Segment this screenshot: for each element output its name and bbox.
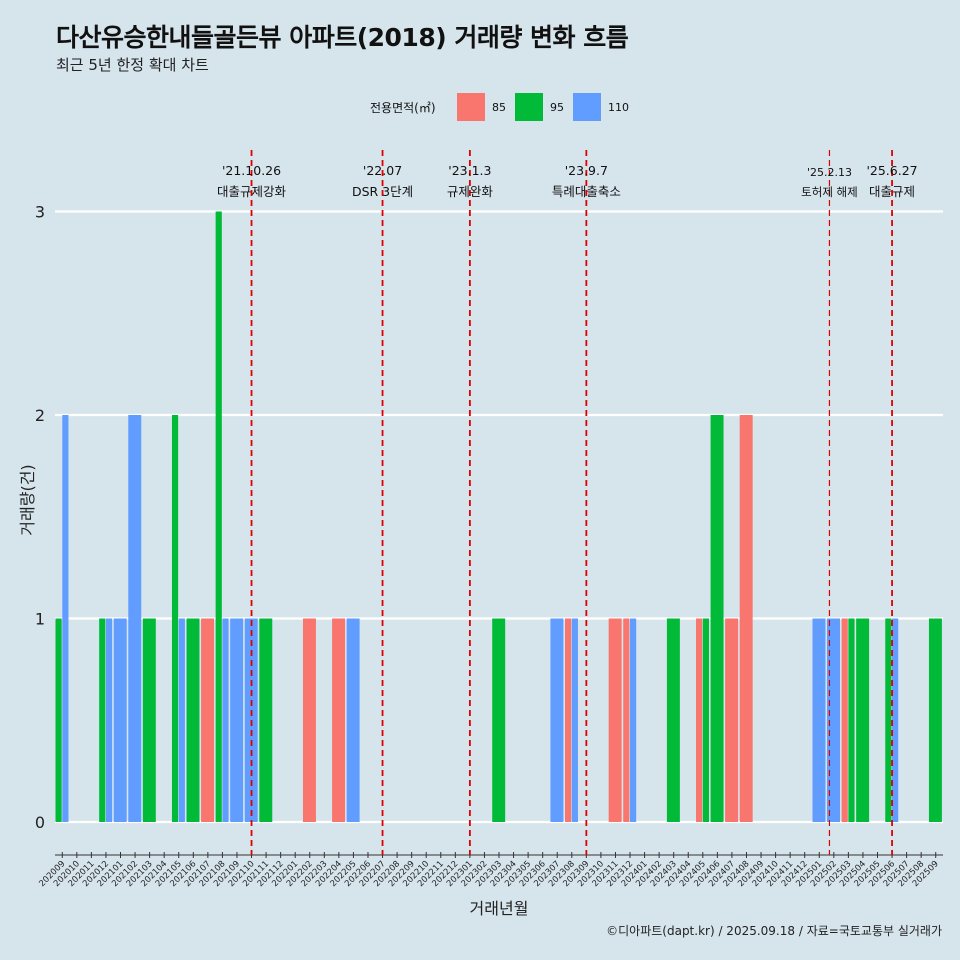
bar-95-202106 (186, 618, 200, 822)
bar-110-202205 (346, 618, 360, 822)
bar-110-202105 (178, 618, 185, 822)
bar-110-202012 (105, 618, 113, 822)
bar-110-202307 (550, 618, 564, 822)
bar-95-202506 (885, 618, 892, 822)
bar-95-202111 (259, 618, 273, 822)
chart-subtitle: 최근 5년 한정 확대 차트 (56, 56, 209, 74)
bar-95-202509 (928, 618, 942, 822)
bar-110-202101 (113, 618, 127, 822)
legend-label-110: 110 (608, 101, 629, 114)
y-tick-label: 2 (35, 406, 45, 425)
source-caption: ©디아파트(dapt.kr) / 2025.09.18 / 자료=국토교통부 실… (606, 924, 942, 938)
bar-85-202408 (739, 415, 753, 822)
legend-key-85 (457, 93, 485, 121)
event-label-1: DSR 3단계 (352, 184, 413, 199)
legend-label-95: 95 (550, 101, 564, 114)
event-label-5: 대출규제 (869, 184, 915, 199)
bar-85-202308 (565, 618, 572, 822)
bar-110-202102 (128, 415, 142, 822)
chart-title: 다산유승한내들골든뷰 아파트(2018) 거래량 변화 흐름 (56, 23, 629, 52)
legend: 전용면적(㎡) 85 95 110 (0, 93, 960, 121)
bar-95-202012 (99, 618, 106, 822)
bar-85-202311 (608, 618, 622, 822)
legend-label-85: 85 (492, 101, 506, 114)
event-date-3: '23.9.7 (565, 163, 608, 178)
event-label-3: 특례대출축소 (552, 184, 621, 199)
event-date-0: '21.10.26 (222, 163, 281, 178)
bar-95-202405 (702, 618, 709, 822)
event-label-0: 대출규제강화 (217, 184, 287, 199)
event-label-4: 토허제 해제 (801, 185, 858, 199)
x-axis-title: 거래년월 (470, 899, 529, 918)
bar-110-202312 (630, 618, 637, 822)
legend-key-95 (515, 93, 543, 121)
event-date-4: '25.2.13 (807, 166, 852, 179)
bar-95-202403 (666, 618, 680, 822)
y-tick-label: 0 (35, 813, 45, 832)
bar-85-202407 (725, 618, 739, 822)
y-tick-label: 3 (35, 203, 45, 222)
bar-110-202506 (892, 618, 899, 822)
bar-95-202503 (848, 618, 855, 822)
bar-95-202009 (55, 618, 62, 822)
legend-key-110 (573, 93, 601, 121)
bar-85-202405 (696, 618, 703, 822)
legend-title: 전용면적(㎡) (370, 101, 436, 115)
bar-110-202108 (222, 618, 229, 822)
bar-95-202303 (492, 618, 506, 822)
bar-95-202105 (171, 415, 179, 822)
bar-85-202312 (623, 618, 630, 822)
event-label-2: 규제완화 (447, 184, 494, 199)
bar-95-202108 (215, 211, 222, 822)
bar-85-202204 (332, 618, 346, 822)
bar-95-202406 (710, 415, 724, 822)
bar-110-202109 (230, 618, 244, 822)
bar-110-202308 (571, 618, 578, 822)
bar-85-202202 (302, 618, 316, 822)
event-date-1: '22.07 (363, 163, 402, 178)
bar-95-202504 (856, 618, 870, 822)
bar-110-202009 (62, 415, 69, 822)
bar-85-202503 (841, 618, 848, 822)
event-date-2: '23.1.3 (448, 163, 491, 178)
y-tick-label: 1 (35, 610, 45, 629)
bar-85-202107 (201, 618, 215, 822)
bar-110-202502 (827, 618, 840, 822)
bar-95-202103 (142, 618, 156, 822)
y-axis-title: 거래량(건) (18, 464, 37, 535)
bar-110-202501 (812, 618, 826, 822)
event-date-5: '25.6.27 (866, 163, 917, 178)
